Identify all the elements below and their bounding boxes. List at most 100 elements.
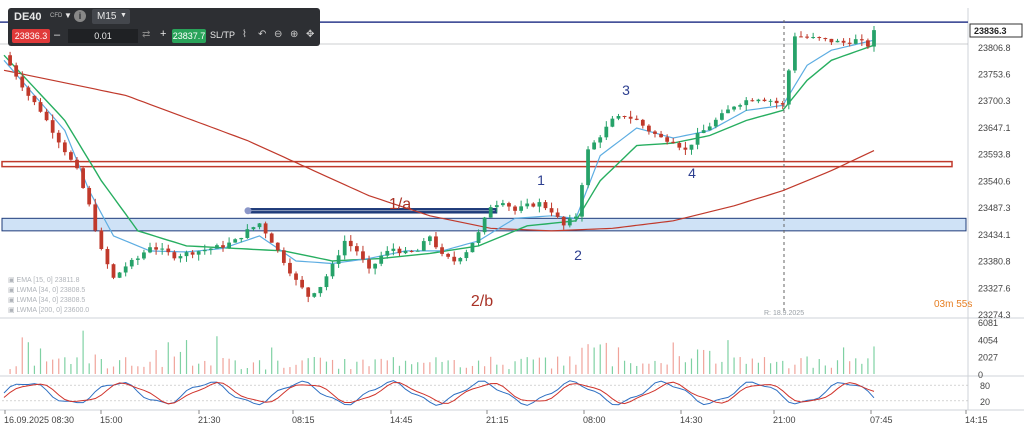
candle-body: [720, 113, 724, 120]
candle-body: [713, 119, 718, 127]
candle-body: [653, 131, 657, 134]
candle-body: [409, 250, 414, 252]
candle-body: [397, 248, 402, 254]
candle-body: [135, 258, 140, 260]
wave-label: 4: [688, 165, 696, 181]
candle-body: [823, 38, 828, 40]
candle-body: [87, 187, 92, 205]
candle-body: [324, 276, 329, 288]
zoom-in-icon[interactable]: ⊕: [290, 29, 299, 40]
resistance-zone: [1, 160, 953, 168]
candle-body: [434, 236, 438, 248]
time-tick-label: 21:00: [773, 415, 796, 425]
candle-body: [476, 232, 481, 243]
candle-body: [312, 293, 317, 297]
candle-body: [379, 255, 384, 264]
candle-body: [178, 256, 183, 259]
candle-body: [835, 40, 840, 43]
oscillator-tick-label: 20: [980, 397, 990, 407]
timeframe-select[interactable]: M15 ▼: [92, 9, 130, 24]
price-tick-label: 23327.6: [978, 283, 1011, 293]
price-tick-label: 23753.6: [978, 69, 1011, 79]
candle-body: [683, 147, 688, 150]
candle-body: [811, 37, 816, 39]
candle-body: [464, 252, 469, 259]
candle-body: [494, 205, 499, 208]
candle-body: [202, 249, 207, 252]
candle-body: [500, 203, 505, 206]
candle-body: [318, 287, 323, 294]
candle-body: [610, 118, 615, 127]
candle-body: [391, 248, 396, 251]
candle-body: [288, 262, 292, 274]
zoom-out-icon[interactable]: ⊖: [274, 29, 283, 40]
candle-body: [750, 100, 755, 102]
candle-body: [446, 253, 451, 257]
info-icon[interactable]: i: [74, 10, 86, 22]
candle-body: [616, 116, 621, 119]
price-tick-label: 23434.1: [978, 230, 1011, 240]
timeframe-label: M15: [97, 11, 117, 22]
candle-body: [385, 250, 390, 256]
candle-body: [756, 99, 761, 102]
time-tick-label: 14:30: [680, 415, 703, 425]
candle-body: [543, 202, 548, 209]
candle-body: [786, 70, 791, 105]
candle-body: [592, 142, 597, 150]
trade-toolbar: DE40 CFD ▼ i M15 ▼ 23836.3 – 0.01 ⇄ + 23…: [8, 8, 320, 46]
price-tick-label: 23700.3: [978, 96, 1011, 106]
time-tick-label: 21:15: [486, 415, 509, 425]
candle-body: [373, 263, 378, 269]
time-tick-label: 15:00: [100, 415, 123, 425]
candle-body: [677, 143, 682, 148]
candle-body: [336, 255, 341, 264]
wave-label: 3: [622, 82, 630, 98]
move-icon[interactable]: ✥: [306, 29, 315, 40]
candle-body: [245, 229, 250, 238]
increase-quantity-button[interactable]: +: [160, 28, 167, 40]
oscillator-k-line: [3, 380, 875, 406]
candle-body: [257, 223, 262, 228]
undo-icon[interactable]: ↶: [258, 29, 267, 40]
candle-body: [367, 259, 371, 269]
symbol-label[interactable]: DE40: [14, 11, 42, 23]
candle-body: [184, 252, 189, 257]
sltp-button[interactable]: SL/TP: [210, 30, 236, 40]
candle-body: [866, 40, 870, 47]
candle-body: [799, 36, 803, 38]
trend-icon[interactable]: ⌇: [242, 29, 247, 40]
quantity-field[interactable]: 0.01: [68, 29, 138, 43]
time-tick-label: 14:15: [965, 415, 988, 425]
candle-body: [513, 206, 517, 211]
candle-body: [129, 259, 134, 267]
candle-body: [50, 120, 55, 133]
candle-body: [14, 65, 19, 77]
swap-icon[interactable]: ⇄: [142, 29, 151, 40]
candle-body: [647, 125, 651, 132]
candle-body: [841, 40, 846, 43]
decrease-quantity-button[interactable]: –: [54, 29, 61, 41]
indicator-legend: ▣ LWMA [34, 0] 23808.5: [8, 287, 85, 294]
candle-body: [586, 149, 590, 186]
candle-body: [81, 168, 85, 188]
candle-body: [123, 266, 128, 273]
candle-body: [361, 251, 365, 260]
candle-body: [555, 212, 560, 217]
lwma34-line: [3, 44, 875, 262]
candle-body: [166, 248, 171, 253]
candle-body: [829, 38, 834, 43]
symbol-tag: CFD: [50, 13, 63, 19]
symbol-dropdown-icon[interactable]: ▼: [64, 11, 72, 20]
sell-button[interactable]: 23836.3: [12, 29, 50, 43]
candle-body: [221, 245, 225, 248]
time-tick-label: 07:45: [870, 415, 893, 425]
candle-body: [440, 247, 444, 254]
candle-body: [269, 233, 274, 243]
candle-body: [415, 250, 420, 252]
last-price-badge: [969, 23, 1023, 38]
buy-button[interactable]: 23837.7: [172, 29, 206, 43]
price-tick-label: 23647.1: [978, 123, 1011, 133]
candle-body: [263, 223, 268, 234]
candle-body: [190, 252, 195, 255]
